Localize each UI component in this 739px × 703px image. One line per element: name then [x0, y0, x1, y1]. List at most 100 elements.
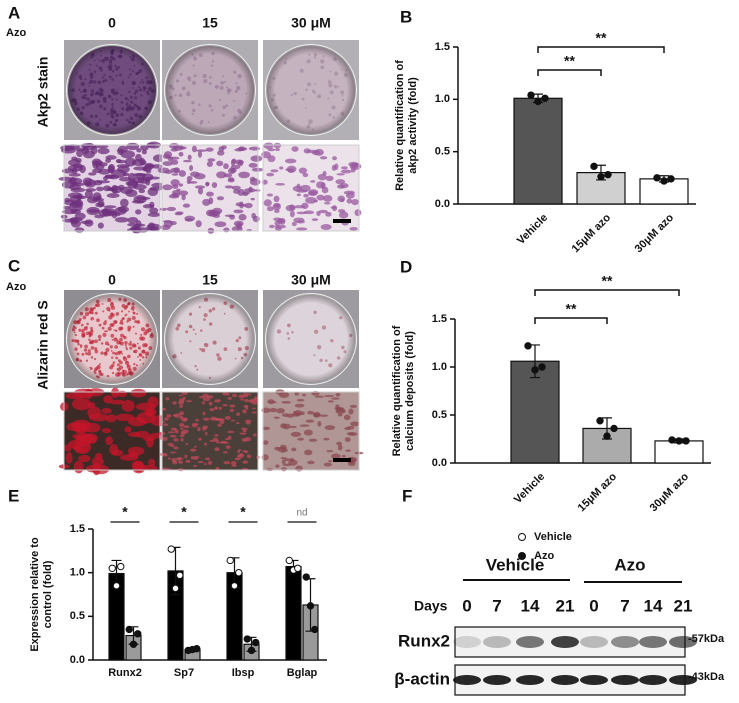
- y-tick-label: 1.0: [432, 361, 447, 373]
- y-axis-label: Relative quantification of: [391, 325, 403, 456]
- cell: [162, 184, 173, 191]
- cell: [216, 439, 219, 444]
- x-tick-label: 15μM azo: [570, 211, 614, 255]
- cell: [316, 194, 325, 201]
- cell: [325, 175, 334, 182]
- cell: [70, 182, 86, 187]
- cell: [307, 190, 318, 197]
- cell: [224, 185, 233, 189]
- cell: [312, 412, 321, 418]
- cell: [202, 417, 210, 421]
- cell: [71, 398, 92, 411]
- group-label: Vehicle: [486, 555, 545, 574]
- cell: [179, 415, 184, 420]
- cell: [170, 179, 180, 187]
- cell: [307, 460, 315, 465]
- x-tick-label: Vehicle: [512, 471, 547, 506]
- cell: [266, 172, 275, 177]
- data-point: [134, 630, 142, 638]
- cell: [237, 188, 245, 196]
- cell: [141, 149, 147, 155]
- x-tick-label: 15μM azo: [576, 470, 620, 514]
- cell: [179, 405, 184, 408]
- cell: [301, 202, 309, 209]
- cell: [244, 399, 250, 403]
- cell: [227, 430, 235, 434]
- cell: [296, 183, 301, 189]
- y-tick-label: 0.0: [435, 198, 450, 210]
- cell: [202, 425, 209, 430]
- cell: [295, 227, 308, 231]
- cell: [202, 411, 206, 416]
- y-tick-label: 1.5: [432, 313, 447, 325]
- cell: [345, 449, 351, 452]
- cell: [344, 426, 351, 431]
- cell: [335, 393, 341, 397]
- cell: [296, 398, 305, 402]
- day-label: 7: [492, 596, 501, 615]
- group-label: Azo: [614, 555, 645, 574]
- cell: [111, 449, 124, 457]
- cell: [202, 198, 211, 206]
- frame: [262, 144, 360, 232]
- cell: [166, 414, 172, 418]
- cell: [221, 145, 227, 150]
- cell: [127, 172, 136, 182]
- cell: [208, 209, 218, 217]
- western-blot: 0 7 14 21 0 7 14 21 Runx2 -57kDa β-actin -43kDa: [394, 596, 725, 696]
- cell: [262, 440, 269, 445]
- dose-label: 15: [202, 272, 218, 288]
- cell: [308, 438, 318, 442]
- cell: [249, 178, 261, 186]
- cell: [340, 169, 352, 174]
- bar: [513, 97, 563, 205]
- cell: [97, 200, 105, 208]
- cell: [68, 173, 81, 177]
- data-point: [171, 584, 180, 593]
- band: [580, 675, 608, 685]
- data-point: [176, 571, 184, 579]
- cell: [173, 446, 179, 450]
- cell: [184, 454, 188, 459]
- cell: [252, 407, 256, 410]
- cell: [81, 147, 90, 155]
- cell: [92, 462, 101, 476]
- cell: [214, 434, 219, 437]
- cell: [194, 449, 197, 451]
- cell: [324, 425, 336, 431]
- cell: [289, 204, 295, 211]
- cell: [179, 411, 185, 413]
- cell: [291, 447, 297, 452]
- cell: [266, 206, 274, 212]
- well-rim: [266, 294, 356, 384]
- cell: [284, 458, 291, 462]
- y-axis-label: calcium deposits (fold): [404, 331, 416, 451]
- significance-label: *: [122, 504, 128, 520]
- cell: [303, 429, 313, 436]
- cell: [178, 183, 184, 187]
- data-point: [311, 625, 319, 634]
- cell: [241, 467, 249, 470]
- cell: [178, 460, 183, 464]
- significance-bracket: [537, 46, 665, 53]
- cell: [267, 148, 276, 152]
- cell: [269, 401, 277, 404]
- cell: [250, 197, 255, 201]
- cell: [336, 184, 346, 189]
- cell: [322, 195, 333, 202]
- cell: [262, 426, 271, 431]
- cell: [205, 181, 210, 187]
- cell: [233, 209, 244, 214]
- cell: [191, 423, 199, 426]
- data-point: [524, 342, 532, 350]
- cell: [261, 407, 271, 413]
- y-tick-label: 1.0: [70, 567, 85, 579]
- y-axis-label: Expression relative to: [29, 537, 41, 652]
- cell: [185, 425, 190, 429]
- day-label: 21: [556, 596, 575, 615]
- cell: [148, 458, 156, 467]
- cell: [149, 207, 159, 214]
- data-point: [302, 573, 310, 581]
- cell: [319, 414, 329, 417]
- data-point: [538, 363, 546, 371]
